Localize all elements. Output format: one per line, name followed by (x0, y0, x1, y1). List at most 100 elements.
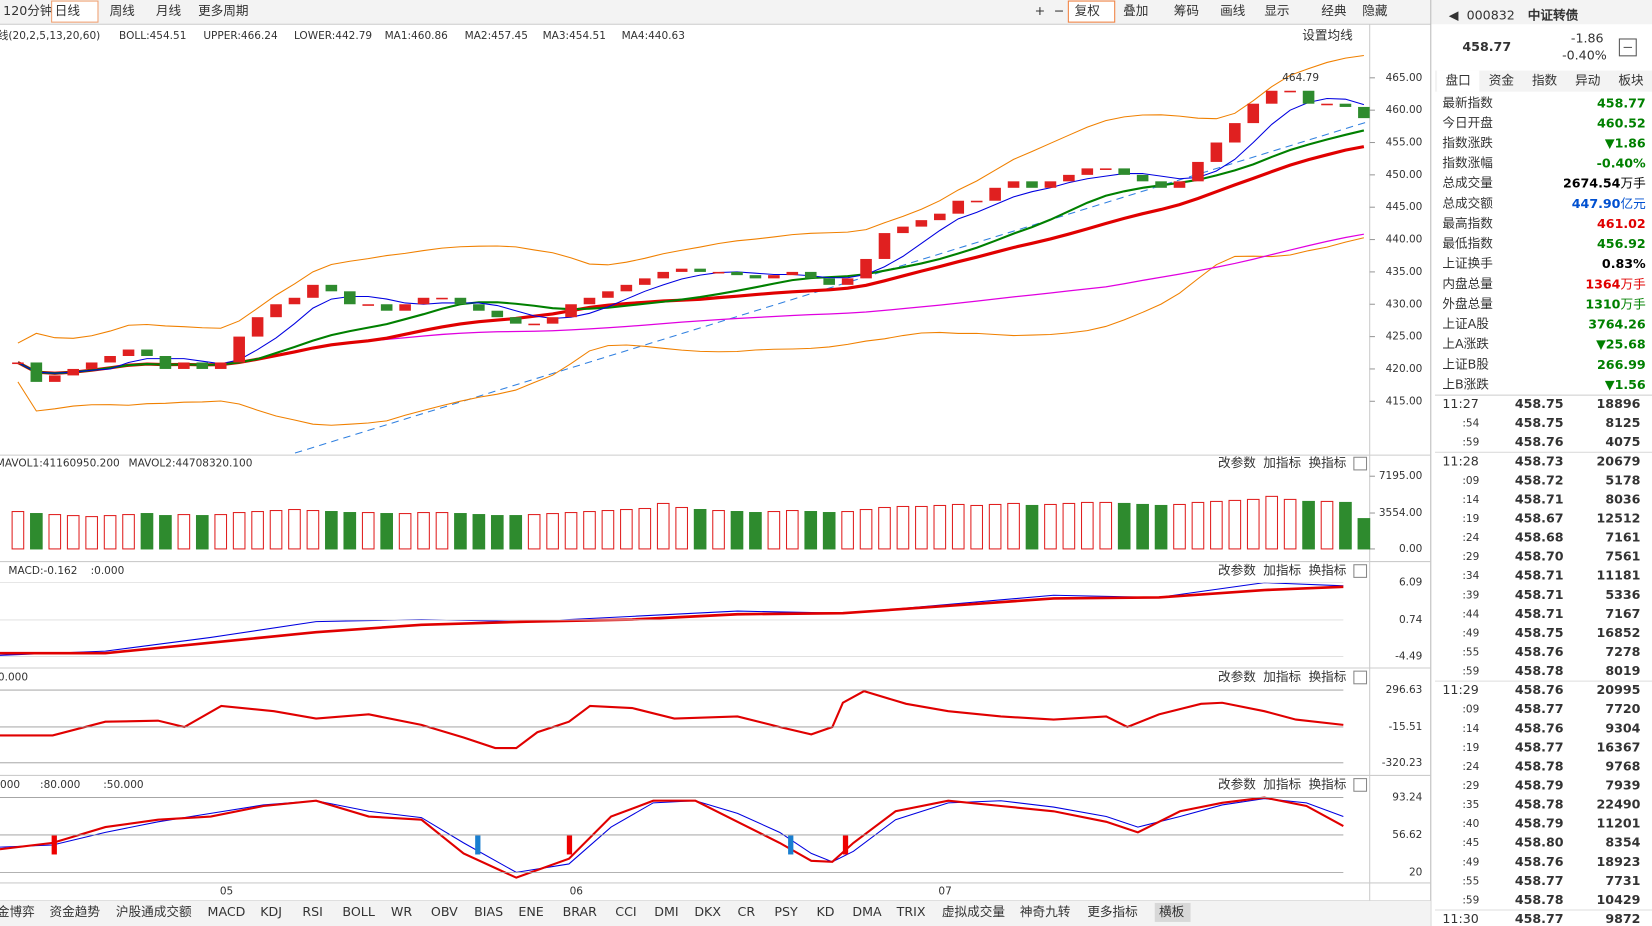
pane-close[interactable] (1353, 456, 1368, 471)
quote-tab[interactable]: 资金 (1489, 73, 1515, 88)
tick-volume: 10429 (1597, 892, 1641, 907)
tick-time: :40 (1462, 818, 1479, 830)
pane-button[interactable]: 改参数 (1218, 669, 1256, 684)
pane-close[interactable] (1353, 670, 1368, 685)
tick-price: 458.71 (1515, 568, 1564, 583)
tick-volume: 7161 (1605, 530, 1640, 545)
tool-button[interactable]: 叠加 (1123, 3, 1148, 18)
y-tick-label: 20 (1409, 866, 1422, 878)
pane-button[interactable]: 换指标 (1309, 563, 1347, 578)
bottom-tab[interactable]: DMA (852, 904, 882, 919)
quote-tab[interactable]: 盘口 (1446, 73, 1471, 88)
period-tab[interactable]: 120分钟 (3, 3, 52, 18)
quote-tab[interactable]: 板块 (1618, 73, 1644, 88)
pane-close[interactable] (1353, 564, 1368, 578)
tick-volume: 8019 (1605, 663, 1640, 678)
quote-tab[interactable]: 异动 (1575, 73, 1600, 88)
pane-button[interactable]: 换指标 (1309, 776, 1347, 791)
kd-d (0, 796, 1344, 879)
tick-price: 458.77 (1515, 911, 1564, 926)
bottom-tab[interactable]: KDJ (260, 904, 282, 919)
bottom-tab[interactable]: BIAS (474, 904, 503, 919)
y-tick-label: -320.23 (1382, 757, 1423, 769)
volume-bar (601, 510, 615, 550)
pane-button[interactable]: 加指标 (1263, 669, 1301, 684)
bottom-tab[interactable]: 虚拟成交量 (942, 904, 1005, 919)
bottom-tab[interactable]: 沪股通成交额 (116, 904, 192, 919)
y-tick-label: -15.51 (1388, 721, 1422, 733)
bottom-tab[interactable]: 横板 (1159, 904, 1185, 919)
candle (934, 213, 946, 221)
pane-button[interactable]: 加指标 (1263, 776, 1301, 791)
bottom-tab[interactable]: ENE (518, 904, 543, 919)
bottom-tab[interactable]: 资金趋势 (50, 904, 101, 919)
bottom-tab[interactable]: DKX (694, 904, 721, 919)
candle (786, 271, 799, 276)
tool-button[interactable]: 复权 (1075, 3, 1101, 18)
tick-volume: 20995 (1597, 682, 1641, 697)
volume-bar (1136, 503, 1149, 550)
pane-header: :50.000 (103, 779, 143, 791)
bottom-tab[interactable]: BOLL (342, 904, 374, 919)
period-tab[interactable]: 月线 (156, 3, 182, 18)
candle (159, 356, 172, 369)
bottom-tab[interactable]: KD (817, 904, 835, 919)
tool-button[interactable]: 画线 (1220, 3, 1246, 18)
stat-label: 指数涨幅 (1442, 155, 1493, 170)
month-label: 07 (938, 885, 951, 897)
bottom-tab[interactable]: 神奇九转 (1020, 904, 1071, 919)
bottom-tab[interactable]: WR (391, 904, 412, 919)
bottom-tab[interactable]: MACD (208, 904, 246, 919)
tool-button[interactable]: 显示 (1264, 3, 1289, 18)
y-tick-label: 450.00 (1386, 169, 1423, 181)
bottom-tab[interactable]: TRIX (896, 904, 926, 919)
ma-settings[interactable]: 设置均线 (1302, 27, 1353, 42)
candle (270, 304, 282, 318)
zoom-in[interactable]: + (1035, 3, 1046, 18)
pane-button[interactable]: 改参数 (1218, 455, 1256, 470)
stat-number: 1364 (1585, 276, 1620, 291)
bottom-tab[interactable]: CCI (615, 904, 636, 919)
tool-button[interactable]: 筹码 (1174, 3, 1199, 18)
prev-icon[interactable]: ◀ (1449, 7, 1459, 22)
bottom-tab[interactable]: DMI (654, 904, 678, 919)
stat-label: 外盘总量 (1442, 296, 1493, 311)
bottom-tab[interactable]: BRAR (563, 904, 598, 919)
bottom-tab[interactable]: PSY (774, 904, 798, 919)
tick-time: :59 (1462, 666, 1479, 678)
period-tab[interactable]: 周线 (110, 3, 136, 18)
bottom-tab[interactable]: OBV (431, 904, 458, 919)
volume-bar (103, 515, 117, 550)
stat-unit: 万手 (1620, 296, 1646, 311)
zoom-out[interactable]: − (1054, 3, 1065, 18)
tool-button[interactable]: 隐藏 (1362, 3, 1388, 18)
pane-button[interactable]: 改参数 (1218, 776, 1256, 791)
candle (1247, 103, 1260, 124)
bottom-tab[interactable]: CR (738, 904, 756, 919)
volume-bar (656, 502, 670, 550)
tool-button[interactable]: 经典 (1321, 3, 1347, 18)
y-tick-label: 6.09 (1399, 577, 1422, 589)
pane-button[interactable]: 改参数 (1218, 563, 1256, 578)
collapse-button[interactable] (1618, 38, 1637, 57)
y-tick-label: 56.62 (1392, 829, 1422, 841)
stat-label: 上证换手 (1442, 256, 1493, 271)
bottom-tab[interactable]: 更多指标 (1087, 904, 1138, 919)
pane-button[interactable]: 加指标 (1263, 563, 1301, 578)
bottom-tab[interactable]: RSI (302, 904, 323, 919)
period-tab[interactable]: 更多周期 (198, 3, 249, 18)
stat-label: 最新指数 (1442, 95, 1493, 110)
tick-time: :19 (1462, 513, 1479, 525)
tick-price: 458.78 (1515, 892, 1564, 907)
indicator-value: MA3:454.51 (543, 30, 606, 42)
period-tab[interactable]: 日线 (55, 3, 81, 18)
quote-tab[interactable]: 指数 (1532, 73, 1558, 88)
candle (602, 291, 614, 298)
bottom-tab[interactable]: 金博弈 (0, 904, 35, 919)
pane-close[interactable] (1353, 778, 1368, 792)
pane-button[interactable]: 加指标 (1263, 455, 1301, 470)
candle (12, 362, 24, 365)
stat-number: 447.90 (1572, 195, 1621, 210)
pane-button[interactable]: 换指标 (1309, 669, 1347, 684)
pane-button[interactable]: 换指标 (1309, 455, 1347, 470)
